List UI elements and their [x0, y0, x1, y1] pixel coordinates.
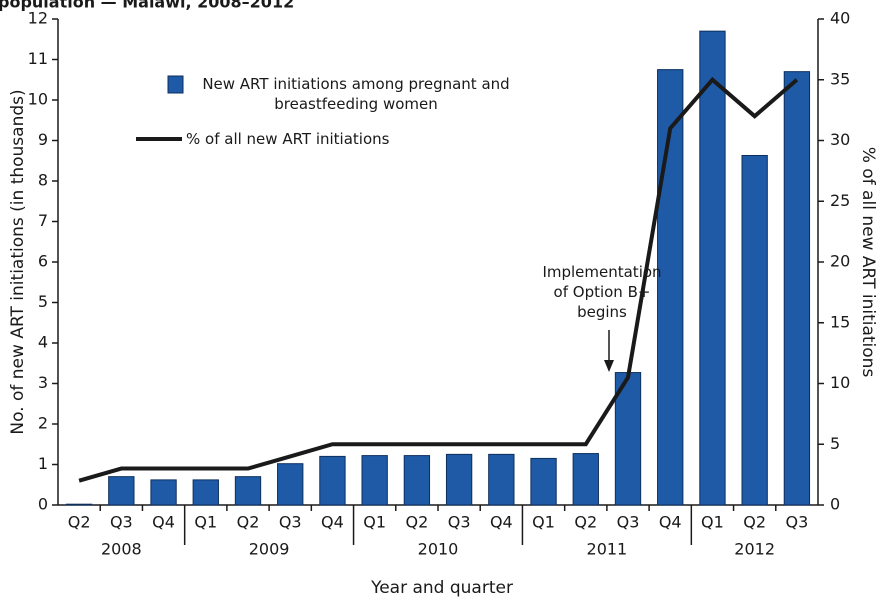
y2-tick-label: 35 [830, 69, 850, 88]
x-tick-label: Q1 [194, 513, 217, 532]
x-tick-label: Q4 [321, 513, 344, 532]
bar [361, 455, 388, 506]
x-tick-label: Q1 [532, 513, 555, 532]
x-group-label: 2009 [249, 540, 290, 559]
bar [150, 479, 177, 506]
x-tick-label: Q3 [785, 513, 808, 532]
x-tick-label: Q3 [110, 513, 133, 532]
x-tick-label: Q2 [237, 513, 260, 532]
bar [488, 453, 515, 506]
y-tick-label: 10 [28, 90, 48, 109]
legend-label-box: New ART initiations among pregnant and b… [202, 75, 510, 113]
bar [614, 372, 642, 506]
y-tick-label: 12 [28, 9, 48, 28]
x-tick-label: Q2 [405, 513, 428, 532]
chart-title: population — Malawi, 2008–2012 [0, 0, 294, 12]
y2-tick-label: 40 [830, 9, 850, 28]
x-tick-label: Q4 [490, 513, 513, 532]
y-tick-label: 8 [38, 171, 48, 190]
bar [699, 30, 726, 506]
legend-swatch [167, 75, 184, 94]
y-tick-label: 5 [38, 292, 48, 311]
bar [108, 476, 135, 506]
y2-tick-label: 0 [830, 495, 840, 514]
y2-tick-label: 30 [830, 130, 850, 149]
y-tick-label: 0 [38, 495, 48, 514]
legend-label-box: % of all new ART initiations [186, 130, 390, 148]
x-group-label: 2012 [734, 540, 775, 559]
x-tick-label: Q2 [68, 513, 91, 532]
y-tick-label: 6 [38, 252, 48, 271]
legend-label: New ART initiations among pregnant and b… [202, 75, 510, 113]
y2-tick-label: 10 [830, 373, 850, 392]
y2-tick-label: 15 [830, 312, 850, 331]
line [78, 76, 799, 483]
x-tick-label: Q2 [743, 513, 766, 532]
annotation: Implementation of Option B+ begins [542, 263, 662, 321]
x-tick-label: Q3 [448, 513, 471, 532]
x-tick-label: Q1 [701, 513, 724, 532]
bar [741, 154, 768, 506]
annotation-arrowhead [604, 360, 614, 372]
x-axis-label: Year and quarter [370, 578, 513, 598]
legend-label: % of all new ART initiations [186, 130, 390, 148]
x-group-label: 2010 [418, 540, 459, 559]
x-group-label: 2011 [587, 540, 628, 559]
y-tick-label: 7 [38, 211, 48, 230]
x-tick-label: Q1 [363, 513, 386, 532]
x-tick-label: Q2 [574, 513, 597, 532]
y-tick-label: 4 [38, 333, 48, 352]
y2-axis-label: % of all new ART initiations [858, 147, 878, 378]
x-tick-label: Q4 [152, 513, 175, 532]
bar [530, 457, 557, 506]
bar [572, 453, 599, 506]
bar [657, 69, 684, 506]
x-tick-label: Q3 [617, 513, 640, 532]
y-tick-label: 1 [38, 454, 48, 473]
bar [65, 503, 93, 506]
y2-tick-label: 25 [830, 191, 850, 210]
x-group-label: 2008 [101, 540, 142, 559]
x-tick-label: Q3 [279, 513, 302, 532]
y-axis-label: No. of new ART initiations (in thousands… [8, 89, 28, 434]
bar [192, 479, 219, 506]
y-tick-label: 11 [28, 49, 48, 68]
y2-tick-label: 20 [830, 252, 850, 271]
y-tick-label: 9 [38, 130, 48, 149]
bar [234, 476, 262, 506]
bar [403, 455, 431, 506]
bar [319, 455, 346, 506]
bar [277, 463, 304, 506]
y-tick-label: 2 [38, 414, 48, 433]
x-tick-label: Q4 [659, 513, 682, 532]
bar [783, 71, 811, 506]
y-tick-label: 3 [38, 373, 48, 392]
annotation-box: Implementation of Option B+ begins [542, 263, 662, 321]
bar [445, 453, 473, 506]
y2-tick-label: 5 [830, 434, 840, 453]
